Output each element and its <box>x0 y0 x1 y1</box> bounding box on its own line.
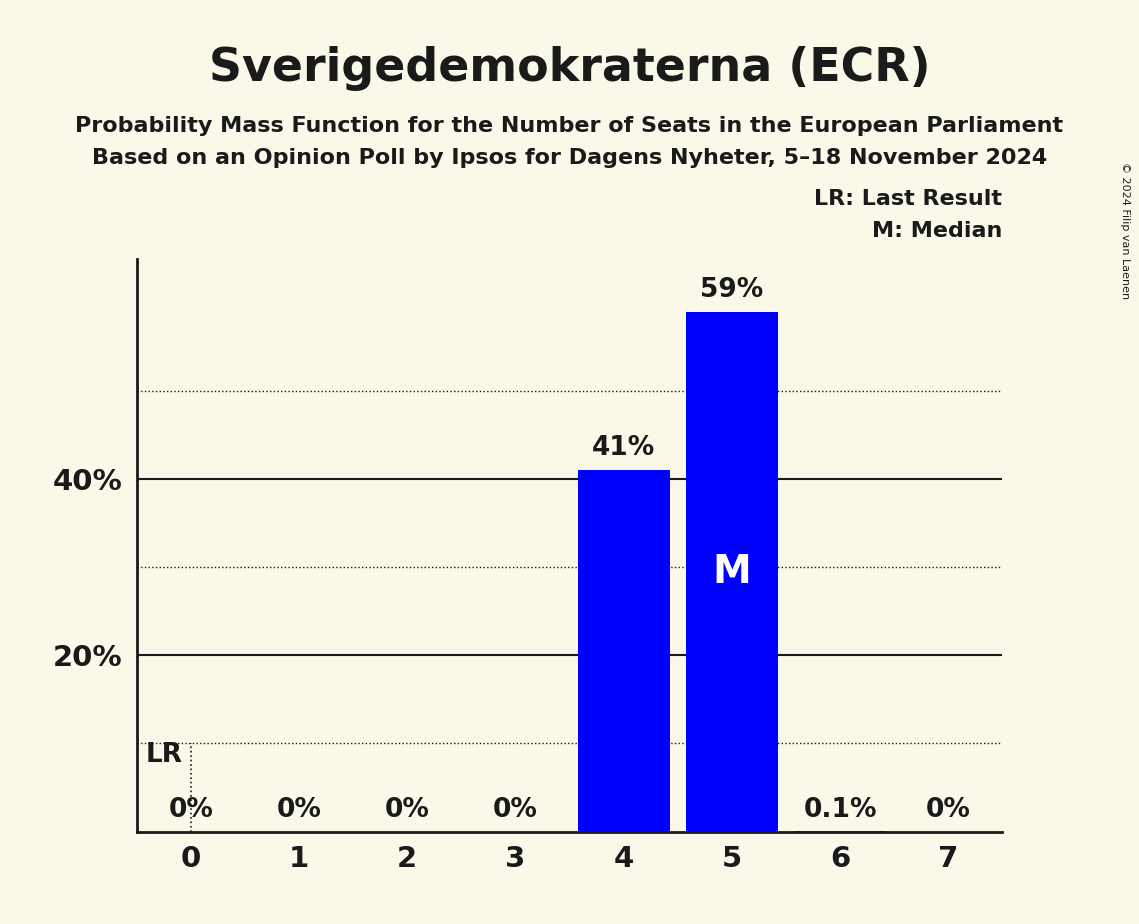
Text: 59%: 59% <box>700 277 763 303</box>
Text: LR: LR <box>146 742 182 768</box>
Text: 0%: 0% <box>169 796 213 822</box>
Text: 0%: 0% <box>385 796 429 822</box>
Text: Sverigedemokraterna (ECR): Sverigedemokraterna (ECR) <box>208 46 931 91</box>
Text: 0%: 0% <box>277 796 321 822</box>
Text: 0%: 0% <box>926 796 970 822</box>
Text: 41%: 41% <box>592 435 655 461</box>
Text: 0.1%: 0.1% <box>803 796 877 822</box>
Text: © 2024 Filip van Laenen: © 2024 Filip van Laenen <box>1121 163 1130 299</box>
Text: Probability Mass Function for the Number of Seats in the European Parliament: Probability Mass Function for the Number… <box>75 116 1064 136</box>
Text: M: M <box>712 553 752 590</box>
Bar <box>686 311 778 832</box>
Text: M: Median: M: Median <box>872 221 1002 241</box>
Bar <box>577 470 670 832</box>
Text: 0%: 0% <box>493 796 538 822</box>
Text: Based on an Opinion Poll by Ipsos for Dagens Nyheter, 5–18 November 2024: Based on an Opinion Poll by Ipsos for Da… <box>92 148 1047 168</box>
Text: LR: Last Result: LR: Last Result <box>814 188 1002 209</box>
